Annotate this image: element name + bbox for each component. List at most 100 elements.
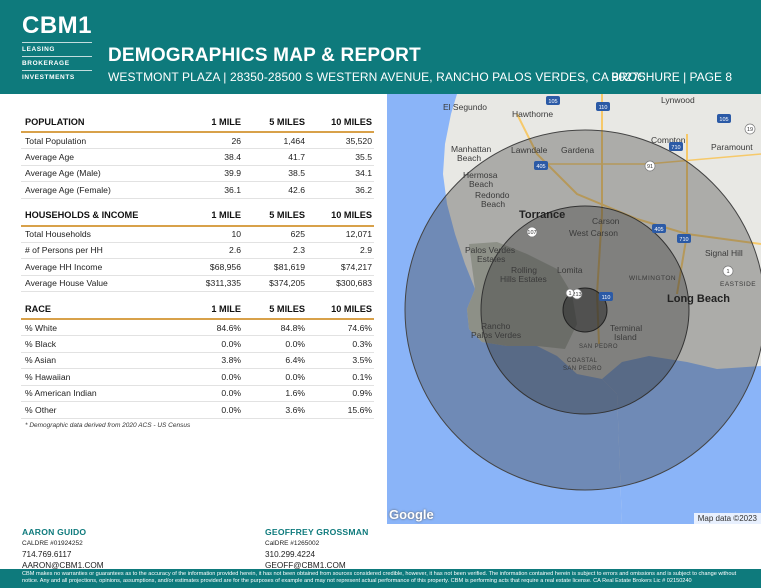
- shield-icon: 110: [596, 102, 610, 111]
- agent-phone[interactable]: 310.299.4224: [265, 550, 316, 559]
- svg-text:405: 405: [536, 164, 545, 170]
- row-value: 0.0%: [181, 385, 243, 402]
- svg-text:91: 91: [647, 164, 653, 170]
- shield-icon: 405: [652, 224, 666, 233]
- row-value: $68,956: [181, 258, 243, 276]
- table-row: Average Age 38.4 41.7 35.5: [21, 148, 374, 166]
- row-label: Average Age (Female): [21, 181, 181, 199]
- row-label: # of Persons per HH: [21, 242, 181, 259]
- row-label: Average Age (Male): [21, 165, 181, 182]
- row-label: % White: [21, 319, 181, 336]
- map-labels: El Segundo Hawthorne Lynwood Manhattan B…: [443, 95, 756, 372]
- row-value: 10: [181, 225, 243, 243]
- row-label: Total Population: [21, 132, 181, 149]
- map-label-hawthorne: Hawthorne: [512, 109, 553, 119]
- property-address: WESTMONT PLAZA | 28350-28500 S WESTERN A…: [108, 70, 646, 84]
- highway-shields: 105 110 105 19 405 710 91 107 405 710 1 …: [526, 96, 756, 301]
- shield-icon: 405: [534, 161, 548, 170]
- logo-lines: LEASING BROKERAGE INVESTMENTS: [22, 42, 92, 84]
- map-label-long-beach: Long Beach: [667, 293, 730, 305]
- row-value: $74,217: [307, 258, 374, 276]
- agent-email[interactable]: GEOFF@CBM1.COM: [265, 561, 346, 570]
- shield-icon: 105: [717, 114, 731, 123]
- row-value: 0.3%: [307, 335, 374, 353]
- agent-contact-geoffrey: GEOFFREY GROSSMAN CalDRE #1265002 310.29…: [265, 527, 369, 571]
- row-value: 0.0%: [243, 335, 307, 353]
- row-value: 41.7: [243, 148, 307, 166]
- row-value: 0.0%: [243, 368, 307, 386]
- radius-column-header: 1 MILE: [181, 205, 243, 227]
- row-label: % Asian: [21, 352, 181, 369]
- row-value: 42.6: [243, 181, 307, 199]
- legal-disclaimer: CBM makes no warranties or guarantees as…: [0, 569, 761, 588]
- svg-text:110: 110: [599, 105, 608, 111]
- svg-text:107: 107: [527, 230, 536, 236]
- svg-text:1: 1: [726, 269, 729, 275]
- row-label: Average HH Income: [21, 258, 181, 276]
- shield-icon: 1: [722, 265, 734, 277]
- map-label-el-segundo: El Segundo: [443, 102, 487, 112]
- race-table: RACE 1 MILE 5 MILES 10 MILES % White 84.6% 84…: [21, 299, 374, 419]
- row-value: 2.6: [181, 242, 243, 259]
- population-table: POPULATION 1 MILE 5 MILES 10 MILES Total Po…: [21, 112, 374, 199]
- shield-icon: 1: [565, 288, 575, 298]
- row-value: 2.3: [243, 242, 307, 259]
- radius-column-header: 5 MILES: [243, 299, 307, 320]
- shield-icon: 19: [744, 123, 756, 135]
- row-value: $300,683: [307, 275, 374, 292]
- table-header-row: RACE 1 MILE 5 MILES 10 MILES: [21, 299, 374, 320]
- agent-email[interactable]: AARON@CBM1.COM: [22, 561, 104, 570]
- page-title: DEMOGRAPHICS MAP & REPORT: [108, 45, 421, 66]
- row-value: 1.6%: [243, 385, 307, 402]
- shield-icon: 105: [546, 96, 560, 105]
- section-heading: POPULATION: [21, 112, 181, 133]
- logo-line-brokerage: BROKERAGE: [22, 57, 92, 71]
- svg-text:710: 710: [679, 237, 688, 243]
- map-label-redondo: Redondo: [475, 190, 510, 200]
- map-label-palos-verdes-estates: Palos Verdes: [465, 245, 515, 255]
- logo-line-leasing: LEASING: [22, 43, 92, 57]
- row-value: 3.5%: [307, 352, 374, 369]
- map-label-rancho: Rancho: [481, 321, 511, 331]
- map-label-hermosa: Hermosa: [463, 170, 498, 180]
- shield-icon: 110: [599, 292, 613, 301]
- ring-1-mile: [562, 287, 608, 333]
- shield-icon: 91: [644, 160, 656, 172]
- map-label-paramount: Paramount: [711, 142, 753, 152]
- table-row: Average HH Income $68,956 $81,619 $74,217: [21, 258, 374, 276]
- row-value: 35,520: [307, 132, 374, 149]
- agent-license: CALDRE #01924252: [22, 540, 83, 547]
- households-income-table: HOUSEHOLDS & INCOME 1 MILE 5 MILES 10 MILES…: [21, 205, 374, 293]
- map-label-terminal: Terminal: [610, 323, 642, 333]
- map-label-rolling: Rolling: [511, 265, 537, 275]
- google-logo: Google: [389, 507, 434, 522]
- row-value: 0.1%: [307, 368, 374, 386]
- map-label-rancho-palos-verdes: Palos Verdes: [471, 330, 521, 340]
- map-data-attribution[interactable]: Map data ©2023: [693, 513, 761, 524]
- row-value: 0.0%: [181, 401, 243, 419]
- radius-map[interactable]: El Segundo Hawthorne Lynwood Manhattan B…: [387, 94, 761, 524]
- row-value: 625: [243, 225, 307, 243]
- row-value: 0.9%: [307, 385, 374, 402]
- hills-terrain: [467, 242, 577, 349]
- row-label: % Black: [21, 335, 181, 353]
- radius-column-header: 10 MILES: [307, 299, 374, 320]
- map-label-estates: Estates: [477, 254, 505, 264]
- svg-text:213: 213: [572, 292, 581, 298]
- row-value: 84.8%: [243, 319, 307, 336]
- radius-column-header: 1 MILE: [181, 112, 243, 133]
- row-value: 84.6%: [181, 319, 243, 336]
- radius-column-header: 1 MILE: [181, 299, 243, 320]
- table-row: % American Indian 0.0% 1.6% 0.9%: [21, 385, 374, 402]
- agent-phone[interactable]: 714.769.6117: [22, 550, 72, 559]
- freeway-405: [516, 113, 761, 245]
- table-row: Average Age (Male) 39.9 38.5 34.1: [21, 165, 374, 182]
- row-value: 38.5: [243, 165, 307, 182]
- row-value: 1,464: [243, 132, 307, 149]
- map-label-manhattan-beach: Beach: [457, 153, 481, 163]
- map-label-signal-hill: Signal Hill: [705, 248, 743, 258]
- row-value: 26: [181, 132, 243, 149]
- table-row: % White 84.6% 84.8% 74.6%: [21, 319, 374, 336]
- row-label: % Other: [21, 401, 181, 419]
- row-value: 15.6%: [307, 401, 374, 419]
